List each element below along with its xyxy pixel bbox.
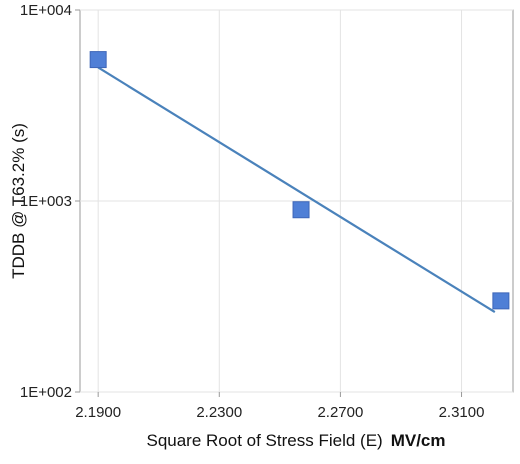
data-point xyxy=(492,292,510,310)
y-tick-label: 1E+004 xyxy=(20,2,72,19)
x-axis-ticks: 2.1900 2.2300 2.2700 2.3100 xyxy=(75,392,484,421)
y-axis-ticks: 1E+002 1E+003 1E+004 xyxy=(20,2,80,401)
x-tick-label: 2.1900 xyxy=(75,404,121,421)
data-point xyxy=(89,51,107,69)
y-axis-title: TDDB @ T63.2% (s) xyxy=(9,123,28,279)
x-axis-unit: MV/cm xyxy=(391,431,446,450)
x-tick-label: 2.3100 xyxy=(439,404,485,421)
y-tick-label: 1E+003 xyxy=(20,193,72,210)
data-point xyxy=(292,201,310,219)
y-tick-label: 1E+002 xyxy=(20,384,72,401)
grid xyxy=(80,9,513,393)
x-axis-label: Square Root of Stress Field (E) xyxy=(146,431,382,450)
x-axis-title: Square Root of Stress Field (E) MV/cm xyxy=(146,431,445,450)
data-points xyxy=(89,51,510,310)
x-tick-label: 2.2300 xyxy=(196,404,242,421)
fit-line-group xyxy=(97,66,496,314)
fit-line xyxy=(97,66,496,314)
x-tick-label: 2.2700 xyxy=(317,404,363,421)
